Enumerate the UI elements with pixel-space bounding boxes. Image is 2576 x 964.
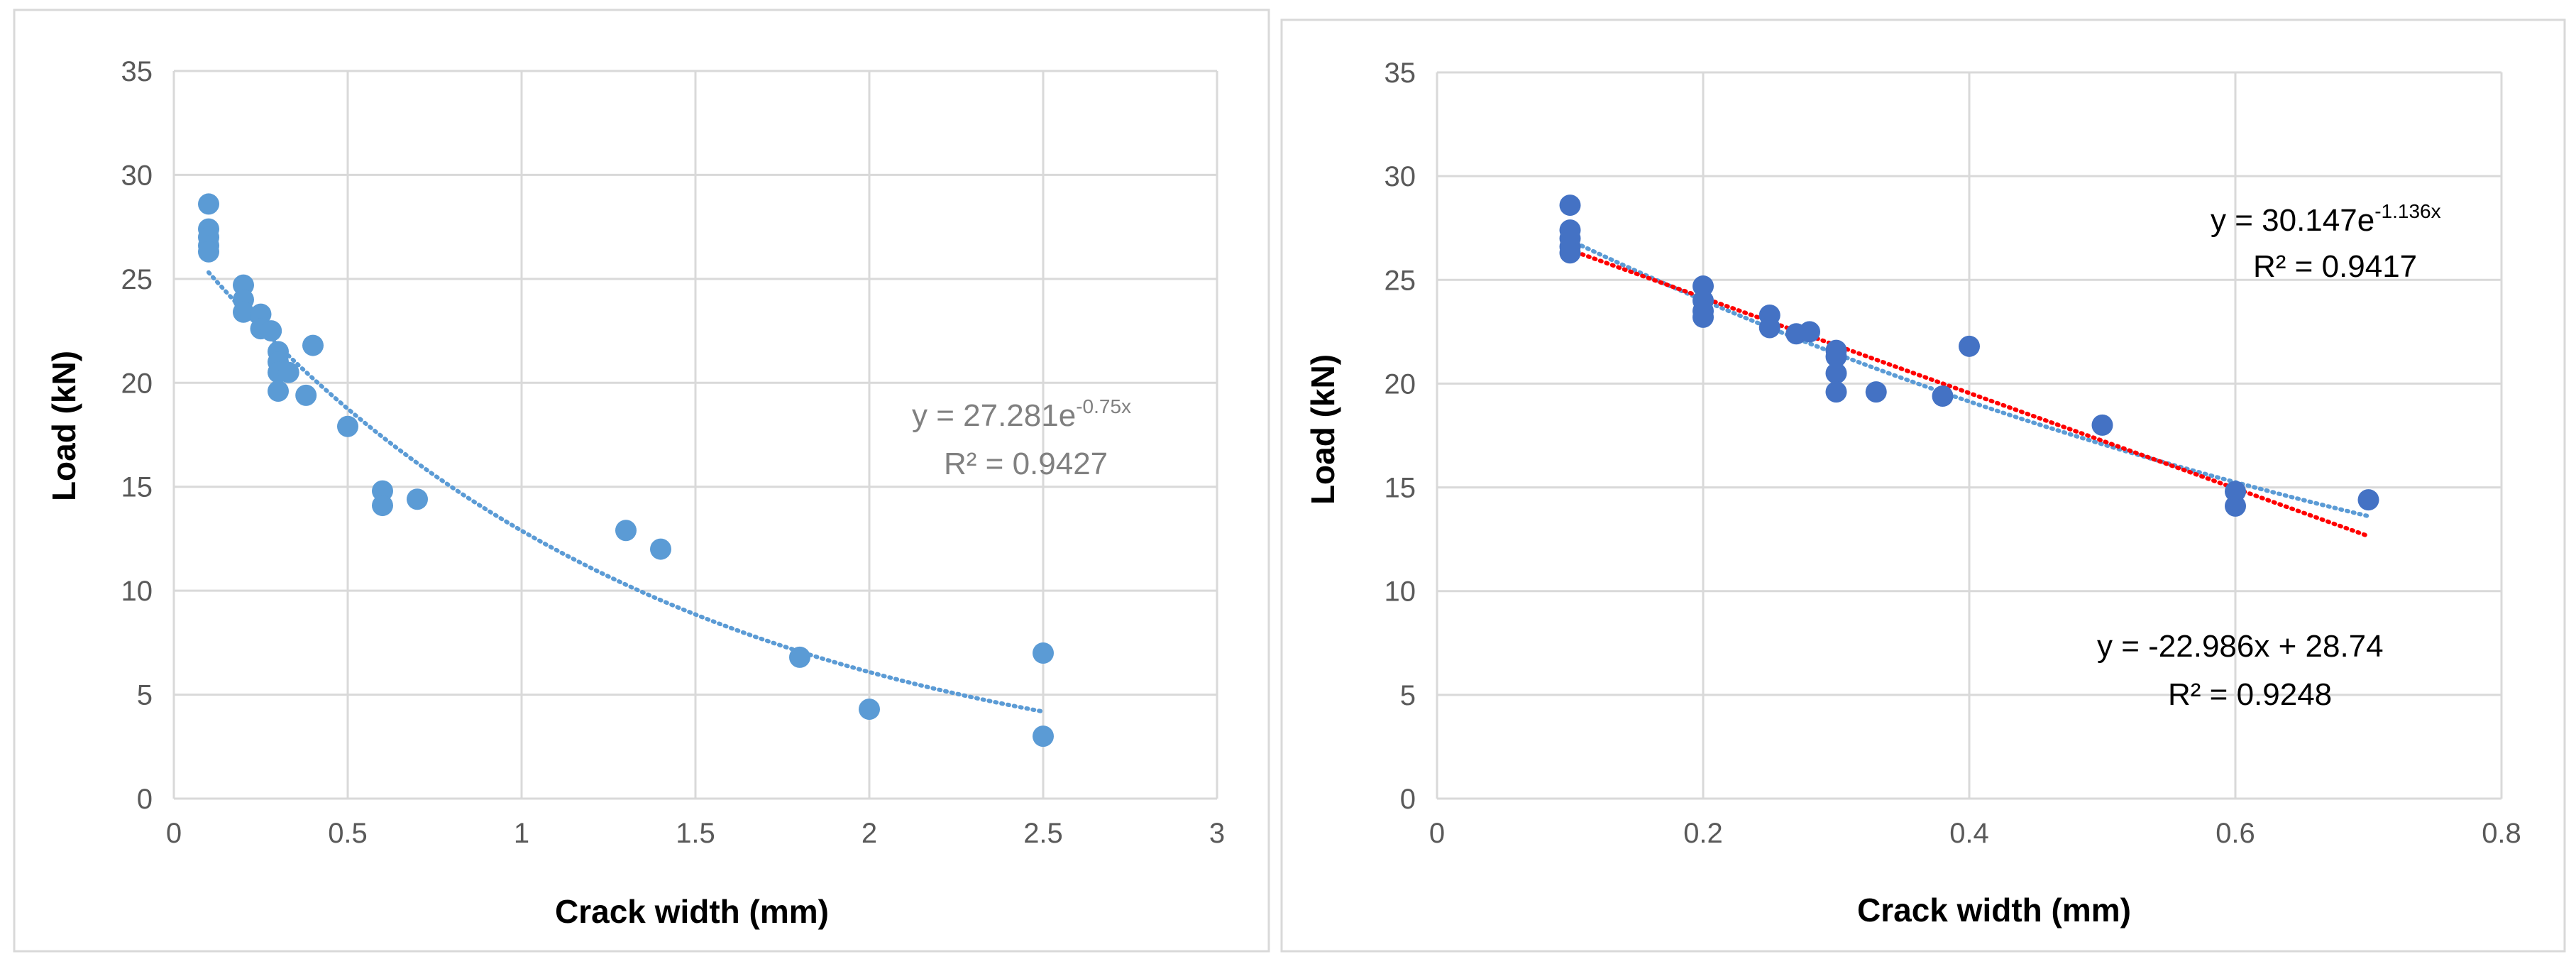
left-ytick-label: 20 [121, 368, 153, 399]
left-data-point [268, 380, 289, 402]
right-data-point [1825, 346, 1847, 368]
left-ticks: 0 5 10 15 20 25 30 35 0 0.5 1 1.5 2 2.5 3 [121, 56, 1226, 849]
right-exp-r2: R² = 0.9417 [2253, 249, 2417, 284]
right-xtick-label: 0.4 [1949, 818, 1989, 849]
left-chart: 0 5 10 15 20 25 30 35 0 0.5 1 1.5 2 2.5 3 Crack width … [13, 9, 1270, 953]
left-xtick-label: 2 [862, 818, 877, 849]
left-xtick-label: 0.5 [328, 818, 368, 849]
left-chart-border [13, 9, 1270, 953]
left-ylabel: Load (kN) [45, 351, 82, 501]
left-data-point [859, 699, 880, 721]
right-xlabel: Crack width (mm) [1857, 892, 2131, 929]
right-ylabel: Load (kN) [1304, 354, 1341, 505]
right-data-point [1559, 242, 1581, 264]
right-exp-equation-exponent: -1.136x [2374, 200, 2440, 222]
left-exponential-trendline [207, 270, 1045, 714]
right-ytick-label: 30 [1385, 161, 1416, 192]
right-data-point [1932, 385, 1954, 407]
left-data-point [250, 303, 272, 325]
right-points [1559, 195, 2379, 517]
right-chart: 0 5 10 15 20 25 30 35 0 0.2 0.4 0.6 0.8 Crack width … [1280, 18, 2566, 953]
left-data-point [1033, 725, 1054, 747]
left-xtick-label: 3 [1209, 818, 1225, 849]
right-xtick-label: 0 [1429, 818, 1445, 849]
right-data-point [1799, 321, 1820, 343]
left-data-point [233, 301, 254, 323]
right-ytick-label: 35 [1385, 57, 1416, 89]
left-data-point [260, 320, 282, 342]
right-xtick-label: 0.8 [2482, 818, 2521, 849]
right-ytick-label: 10 [1385, 576, 1416, 608]
left-data-point [302, 334, 324, 356]
right-ytick-label: 20 [1385, 368, 1416, 400]
left-data-point [407, 488, 428, 510]
right-ytick-label: 5 [1400, 680, 1416, 711]
left-equation-exponent: -0.75x [1076, 395, 1131, 417]
right-exp-equation: y = 30.147e-1.136x [2211, 200, 2441, 238]
left-data-point [650, 538, 671, 560]
left-trendlines [207, 270, 1045, 714]
right-xtick-label: 0.6 [2216, 818, 2255, 849]
left-data-point [1033, 642, 1054, 664]
left-data-point [295, 384, 317, 406]
right-data-point [2357, 489, 2379, 511]
right-data-point [1758, 317, 1780, 339]
left-data-point [789, 646, 810, 668]
left-equation: y = 27.281e-0.75x [912, 395, 1131, 433]
right-grid [1436, 71, 2503, 800]
left-ytick-label: 15 [121, 472, 153, 503]
left-data-point [277, 361, 299, 383]
left-data-point [372, 480, 393, 502]
right-data-point [1825, 381, 1847, 403]
left-ytick-label: 10 [121, 576, 153, 607]
left-data-point [198, 193, 219, 215]
right-ytick-label: 25 [1385, 265, 1416, 296]
left-data-point [337, 415, 358, 437]
left-data-point [615, 520, 637, 542]
right-ytick-label: 0 [1400, 784, 1416, 815]
right-data-point [2091, 414, 2113, 436]
left-data-point [198, 241, 219, 263]
left-ytick-label: 30 [121, 160, 153, 191]
right-xtick-label: 0.2 [1683, 818, 1723, 849]
left-equation-lhs: y = 27.281e [912, 398, 1076, 433]
left-chart-panel: 0 5 10 15 20 25 30 35 0 0.5 1 1.5 2 2.5 3 Crack width … [0, 0, 1277, 964]
left-xtick-label: 1 [514, 818, 529, 849]
right-data-point [1959, 335, 1980, 357]
right-data-point [1825, 362, 1847, 384]
left-xtick-label: 1.5 [676, 818, 715, 849]
right-data-point [1559, 195, 1581, 217]
left-ytick-label: 5 [137, 680, 153, 711]
right-data-point [1865, 381, 1887, 403]
right-data-point [2225, 495, 2246, 517]
right-data-point [1692, 306, 1714, 328]
left-data-point [233, 274, 254, 296]
left-xtick-label: 2.5 [1023, 818, 1063, 849]
right-ticks: 0 5 10 15 20 25 30 35 0 0.2 0.4 0.6 0.8 [1385, 57, 2521, 849]
left-xlabel: Crack width (mm) [555, 893, 829, 930]
right-chart-panel: 0 5 10 15 20 25 30 35 0 0.2 0.4 0.6 0.8 Crack width … [1277, 0, 2576, 964]
right-chart-border [1280, 18, 2566, 953]
right-exp-equation-lhs: y = 30.147e [2211, 203, 2374, 238]
right-ytick-label: 15 [1385, 473, 1416, 504]
right-linear-equation: y = -22.986x + 28.74 [2097, 629, 2384, 664]
left-points [198, 193, 1054, 747]
left-ytick-label: 35 [121, 56, 153, 87]
left-r2: R² = 0.9427 [944, 447, 1108, 481]
left-xtick-label: 0 [166, 818, 182, 849]
right-linear-r2: R² = 0.9248 [2168, 677, 2332, 712]
left-data-point [372, 495, 393, 517]
left-ytick-label: 25 [121, 264, 153, 295]
left-ytick-label: 0 [137, 784, 153, 815]
